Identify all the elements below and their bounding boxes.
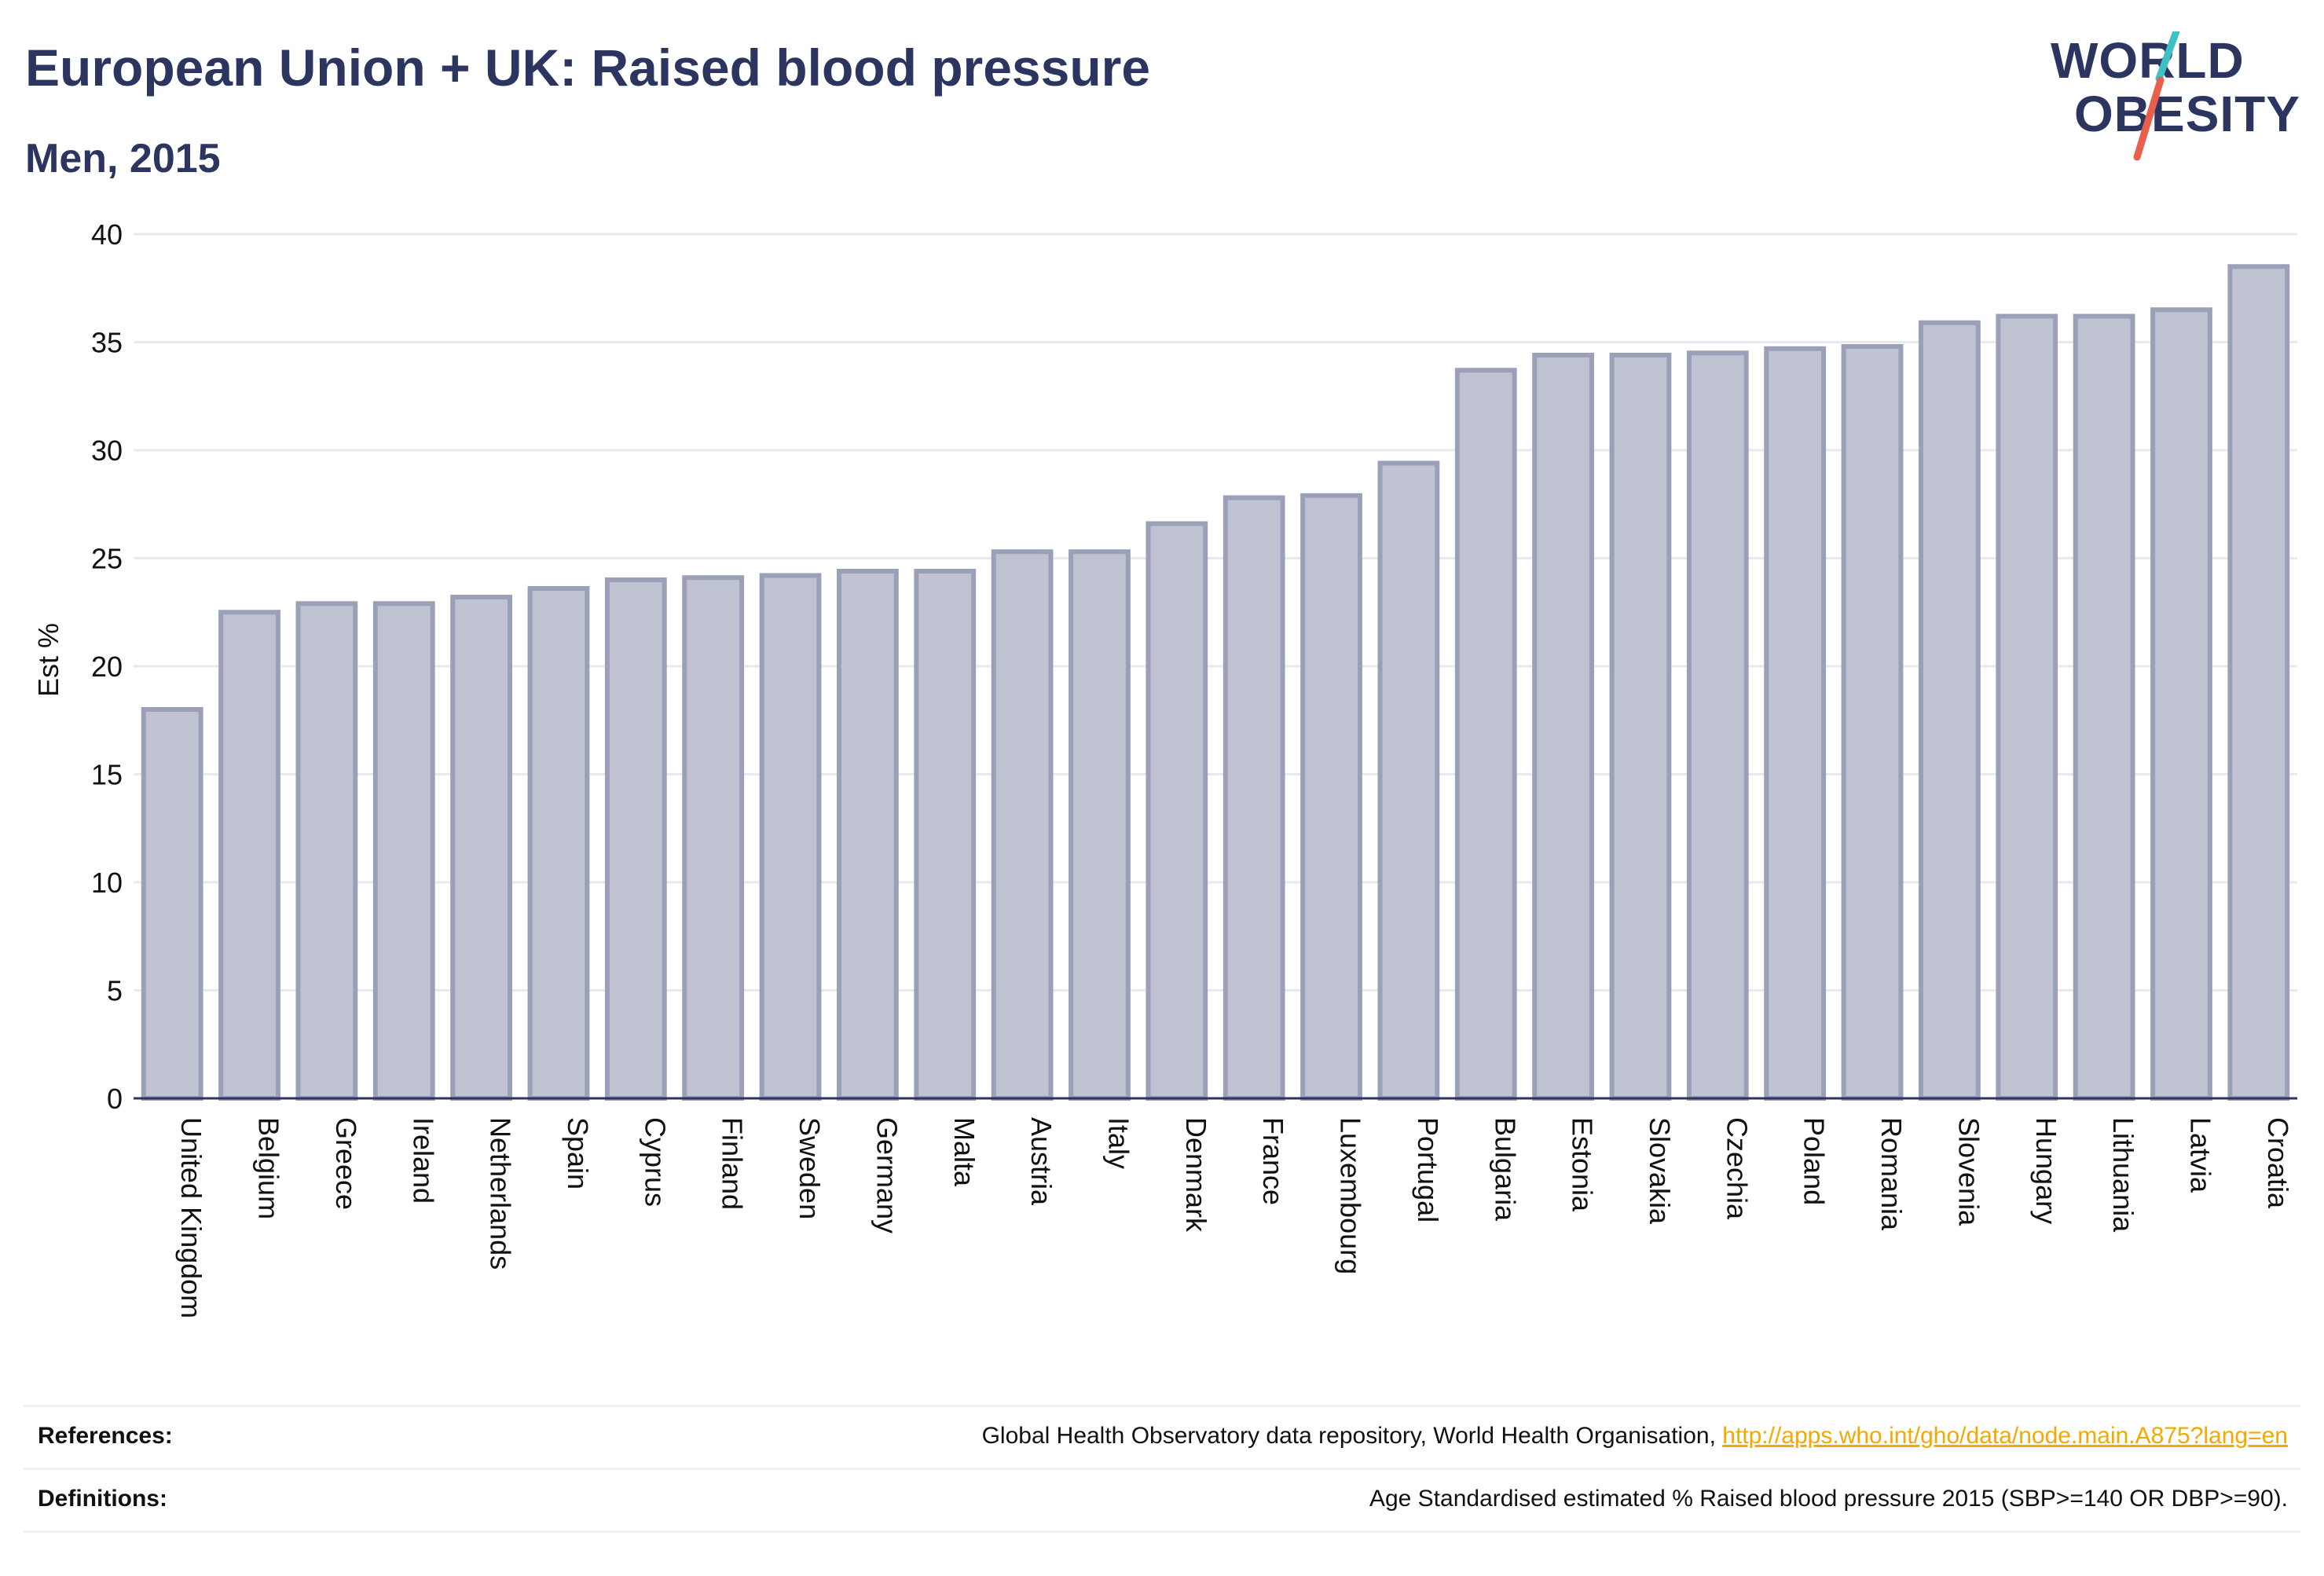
bar <box>1532 353 1594 1101</box>
bar <box>372 601 435 1101</box>
bars <box>141 264 2290 1101</box>
x-tick-label: Slovenia <box>1952 1117 1985 1226</box>
references-row: References: Global Health Observatory da… <box>24 1405 2300 1468</box>
definitions-row: Definitions: Age Standardised estimated … <box>24 1468 2300 1531</box>
x-tick-label: Estonia <box>1567 1117 1599 1212</box>
x-tick-label: Latvia <box>2184 1117 2216 1193</box>
bar <box>527 586 590 1101</box>
x-tick-label: Greece <box>330 1117 362 1210</box>
bar <box>1686 350 1749 1101</box>
definitions-label: Definitions: <box>38 1486 167 1512</box>
x-tick-label: Spain <box>562 1117 594 1189</box>
bar <box>1146 521 1208 1101</box>
x-tick-label: Romania <box>1875 1117 1908 1231</box>
x-tick-label: Italy <box>1102 1117 1135 1169</box>
bar <box>682 575 745 1101</box>
bar <box>1222 495 1285 1101</box>
x-tick-label: Czechia <box>1721 1117 1753 1220</box>
bar <box>991 549 1054 1101</box>
axes: 0 5 10 15 20 25 30 35 40 United Kingdom Belgium Gre… <box>91 218 2297 1318</box>
bar <box>604 577 667 1101</box>
y-tick-label: 15 <box>91 759 123 791</box>
x-tick-label: Netherlands <box>485 1117 517 1270</box>
x-tick-label: Poland <box>1798 1117 1831 1205</box>
y-tick-label: 0 <box>107 1083 123 1115</box>
x-tick-label: Cyprus <box>639 1117 671 1207</box>
chart-subtitle: Men, 2015 <box>25 136 221 181</box>
y-tick-label: 40 <box>91 218 123 251</box>
x-tick-label: Croatia <box>2262 1117 2294 1209</box>
x-tick-label: Denmark <box>1180 1117 1212 1233</box>
y-tick-label: 30 <box>91 434 123 467</box>
bar-chart: 0 5 10 15 20 25 30 35 40 United Kingdom Belgium Gre… <box>32 218 2297 1318</box>
y-tick-label: 25 <box>91 543 123 575</box>
references-label: References: <box>38 1423 173 1449</box>
y-tick-label: 35 <box>91 327 123 359</box>
chart-title: European Union + UK: Raised blood pressu… <box>25 38 1151 97</box>
bar <box>914 569 977 1101</box>
x-tick-label: Hungary <box>2030 1117 2062 1224</box>
x-tick-label: Sweden <box>794 1117 826 1219</box>
logo-text-line1: WORLD <box>2051 32 2245 89</box>
bar <box>2073 313 2135 1101</box>
references-value: Global Health Observatory data repositor… <box>982 1423 2288 1450</box>
y-tick-label: 5 <box>107 975 123 1007</box>
logo-slash-icon <box>2133 31 2180 161</box>
x-tick-label: Portugal <box>1412 1117 1444 1222</box>
x-tick-label: Lithuania <box>2107 1117 2139 1233</box>
bar <box>1609 353 1672 1101</box>
y-tick-label: 10 <box>91 867 123 899</box>
bar <box>759 573 822 1101</box>
bar <box>218 610 280 1101</box>
world-obesity-logo: WORLD OBESITY <box>2051 31 2310 165</box>
x-tick-label: Belgium <box>253 1117 285 1219</box>
bar <box>1841 344 1904 1101</box>
bar <box>2227 264 2290 1101</box>
x-tick-label: Finland <box>717 1117 749 1210</box>
bar <box>1300 493 1362 1101</box>
logo-text-line2: OBESITY <box>2074 86 2300 142</box>
bar <box>141 707 203 1101</box>
references-text: Global Health Observatory data repositor… <box>981 1423 1723 1449</box>
bar <box>1377 460 1440 1101</box>
bar <box>1454 368 1517 1101</box>
y-tick-label: 20 <box>91 651 123 683</box>
bar <box>1996 313 2058 1101</box>
x-tick-label: Germany <box>871 1117 903 1233</box>
x-tick-label: United Kingdom <box>175 1117 207 1318</box>
y-axis-label: Est % <box>32 623 64 697</box>
bar <box>1764 346 1827 1101</box>
x-tick-label: Slovakia <box>1644 1117 1676 1225</box>
x-tick-label: Malta <box>948 1117 981 1187</box>
bar <box>1919 320 1981 1101</box>
bar <box>295 601 358 1101</box>
x-tick-label: Austria <box>1025 1117 1058 1206</box>
x-tick-label: Bulgaria <box>1489 1117 1521 1222</box>
definitions-text: Age Standardised estimated % Raised bloo… <box>1369 1486 2288 1512</box>
bar <box>837 569 899 1101</box>
x-tick-label: Luxembourg <box>1335 1117 1367 1274</box>
footer-divider <box>24 1530 2300 1533</box>
bar <box>2150 307 2212 1101</box>
references-link[interactable]: http://apps.who.int/gho/data/node.main.A… <box>1722 1423 2288 1449</box>
bar <box>1069 549 1131 1101</box>
x-tick-label: France <box>1257 1117 1289 1205</box>
bar <box>450 595 512 1101</box>
x-tick-label: Ireland <box>407 1117 439 1204</box>
